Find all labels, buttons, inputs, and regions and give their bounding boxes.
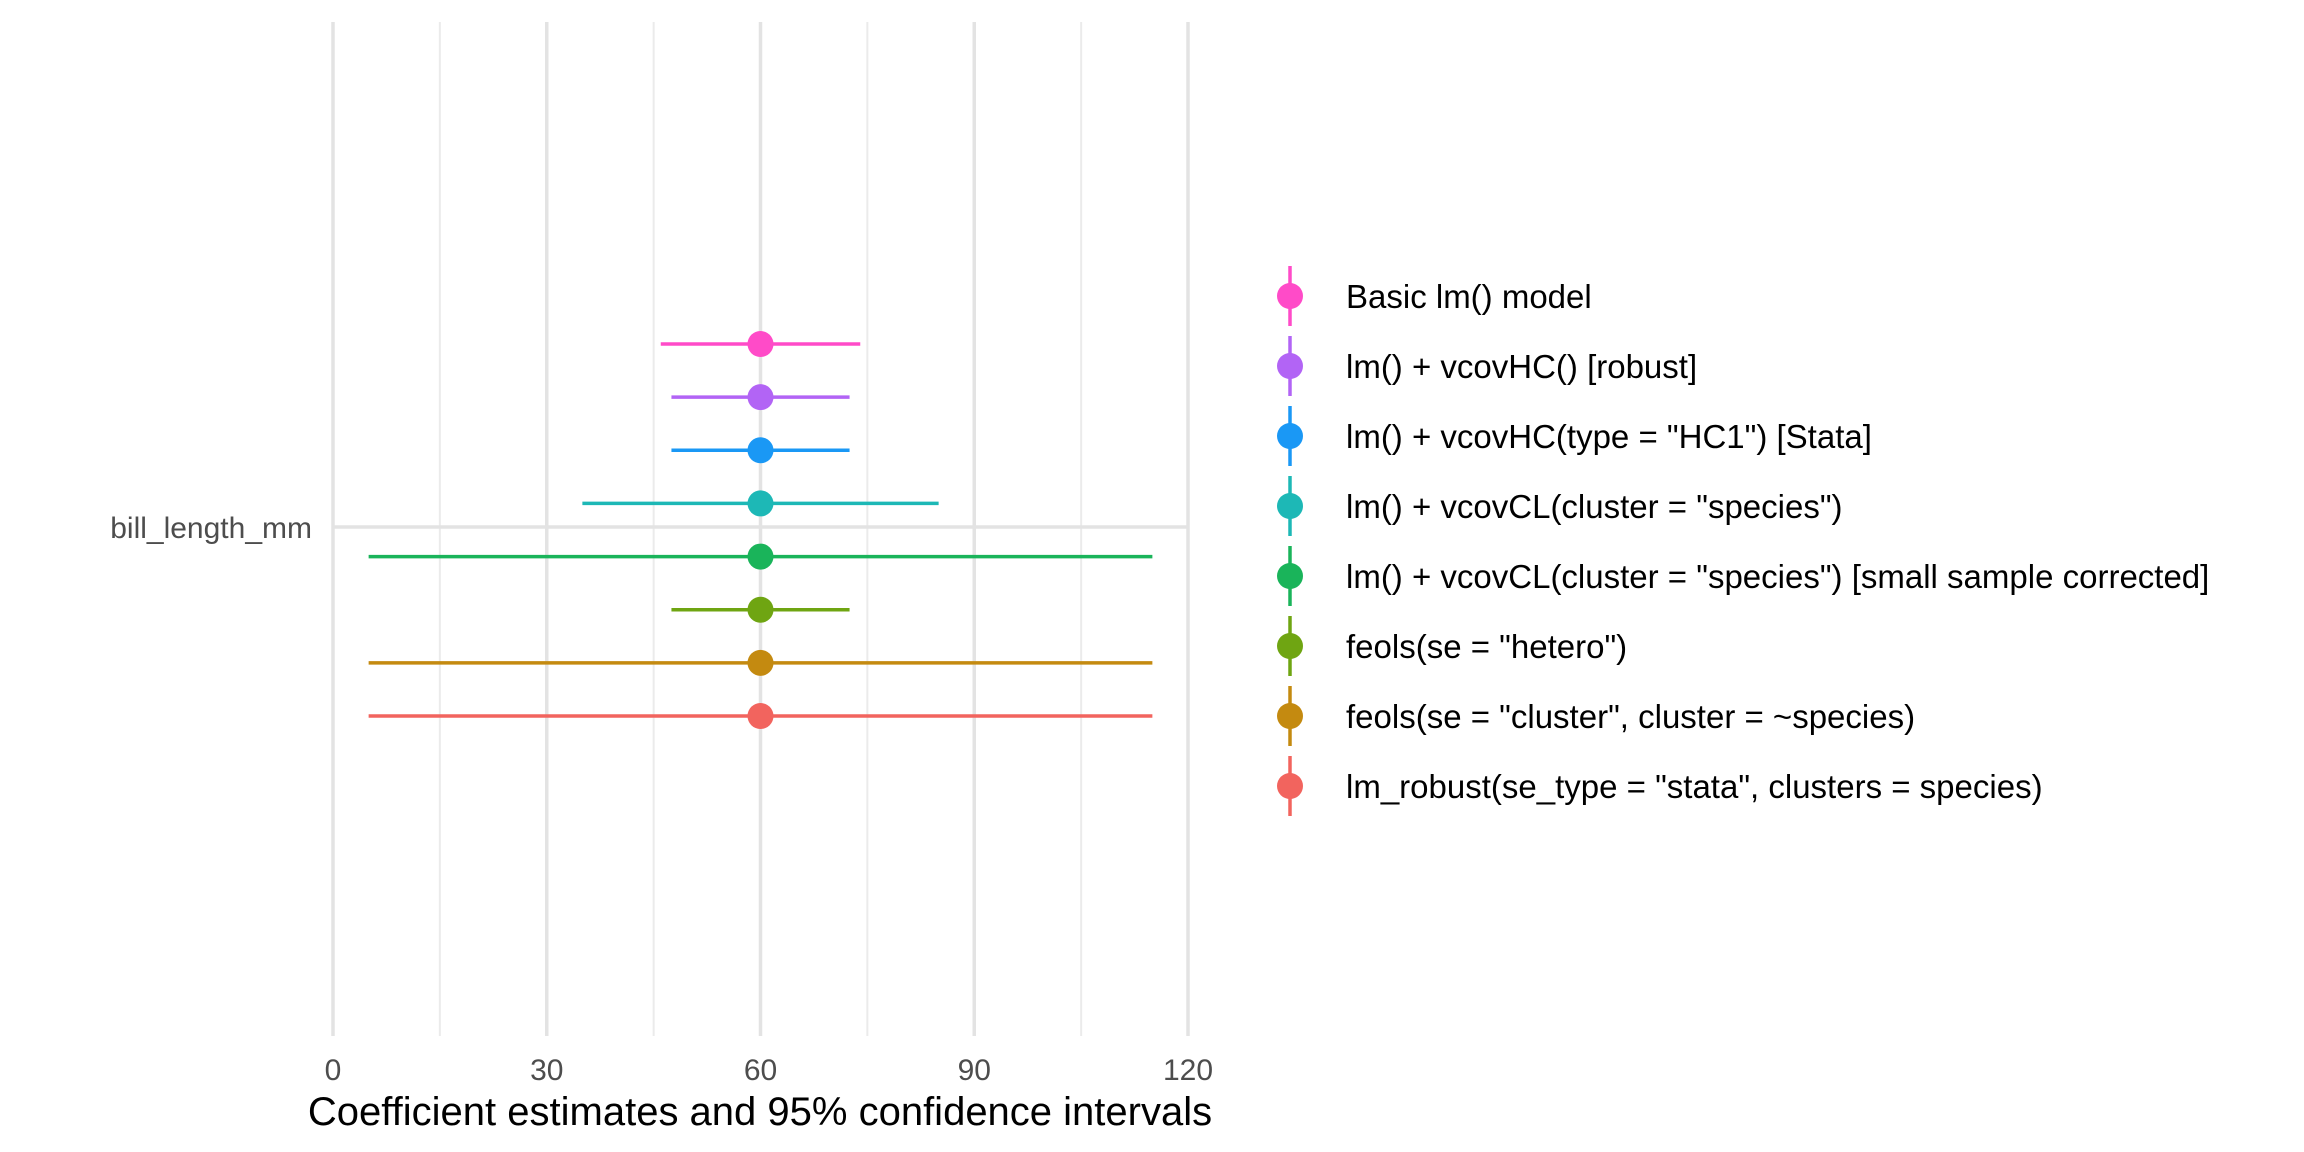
legend-item: lm() + vcovCL(cluster = "species") [1277,476,1843,536]
estimate-point [747,649,774,676]
legend-item: lm() + vcovHC() [robust] [1277,336,1697,396]
x-tick-label: 60 [744,1054,777,1087]
estimate-point [747,596,774,623]
legend-item: Basic lm() model [1277,266,1592,326]
legend-key-point [1277,423,1303,449]
legend-label: lm() + vcovHC() [robust] [1346,348,1697,385]
legend-key-point [1277,703,1303,729]
legend-label: lm() + vcovCL(cluster = "species") [smal… [1346,558,2209,595]
estimate-point [747,384,774,411]
legend-label: feols(se = "hetero") [1346,628,1627,665]
legend-key-point [1277,773,1303,799]
estimate-point [747,331,774,357]
estimate-point [747,543,774,570]
y-term-label: bill_length_mm [110,512,312,545]
x-tick-label: 0 [325,1054,342,1087]
estimate-point [747,437,774,464]
legend-label: Basic lm() model [1346,278,1592,315]
legend-item: lm_robust(se_type = "stata", clusters = … [1277,756,2043,816]
legend-label: lm() + vcovCL(cluster = "species") [1346,488,1843,525]
legend-key-point [1277,633,1303,659]
grid-lines [331,22,1190,1036]
legend-key-point [1277,283,1303,309]
x-axis-title: Coefficient estimates and 95% confidence… [308,1090,1212,1134]
confidence-intervals [368,331,1153,729]
legend-key-point [1277,493,1303,519]
legend: Basic lm() model lm() + vcovHC() [robust]… [1277,266,2209,816]
estimate-point [747,490,774,517]
legend-label: feols(se = "cluster", cluster = ~species… [1346,698,1915,735]
legend-label: lm_robust(se_type = "stata", clusters = … [1346,768,2043,805]
legend-key-point [1277,563,1303,589]
x-tick-label: 30 [530,1054,563,1087]
x-tick-label: 90 [958,1054,991,1087]
legend-item: feols(se = "hetero") [1277,616,1627,676]
y-axis-terms: bill_length_mm [110,512,312,545]
legend-item: feols(se = "cluster", cluster = ~species… [1277,686,1915,746]
estimate-point [747,703,774,729]
legend-key-point [1277,353,1303,379]
x-tick-label: 120 [1163,1054,1213,1087]
legend-item: lm() + vcovCL(cluster = "species") [smal… [1277,546,2209,606]
legend-label: lm() + vcovHC(type = "HC1") [Stata] [1346,418,1872,455]
legend-item: lm() + vcovHC(type = "HC1") [Stata] [1277,406,1872,466]
x-axis-ticks: 0 30 60 90 120 [325,1054,1213,1087]
